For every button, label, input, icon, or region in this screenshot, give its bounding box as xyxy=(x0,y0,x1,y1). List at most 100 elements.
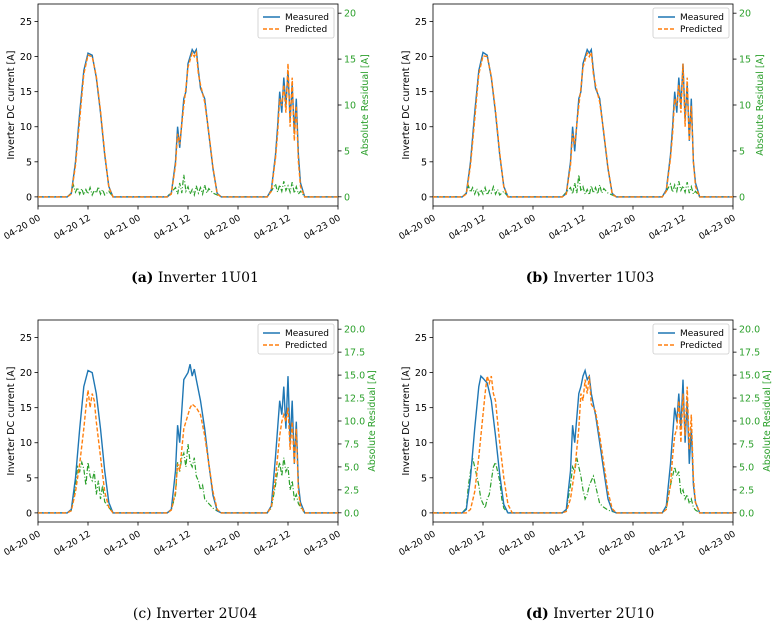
x-tick-label: 04-20 12 xyxy=(53,529,93,558)
plot-area xyxy=(38,47,338,198)
legend-box xyxy=(652,323,730,355)
y2-axis-label: Absolute Residual [A] xyxy=(755,54,766,156)
y2-tick-label: 17.5 xyxy=(739,348,760,359)
y-tick-label: 20 xyxy=(20,52,32,63)
y-tick-label: 20 xyxy=(20,368,32,379)
y2-tick-label: 0 xyxy=(344,192,350,203)
y-axis-label: Inverter DC current [A] xyxy=(6,367,17,476)
y-tick-label: 0 xyxy=(421,192,427,203)
x-tick-label: 04-23 00 xyxy=(698,213,738,242)
y-tick-label: 10 xyxy=(415,122,427,133)
y2-tick-label: 15.0 xyxy=(344,371,365,382)
y2-tick-label: 20 xyxy=(739,9,751,20)
legend-label-measured: Measured xyxy=(680,329,724,339)
y-tick-label: 0 xyxy=(421,508,427,519)
y2-axis-label: Absolute Residual [A] xyxy=(367,370,378,472)
caption-text-c: Inverter 2U04 xyxy=(151,606,258,622)
x-tick-label: 04-21 00 xyxy=(498,529,538,558)
x-tick-label: 04-21 12 xyxy=(153,213,193,242)
y2-tick-label: 12.5 xyxy=(344,394,365,405)
legend-label-predicted: Predicted xyxy=(680,341,722,351)
x-tick-label: 04-21 12 xyxy=(548,529,588,558)
y-axis-label: Inverter DC current [A] xyxy=(401,51,412,160)
y2-tick-label: 15 xyxy=(344,55,356,66)
y-tick-label: 0 xyxy=(26,192,32,203)
y-tick-label: 15 xyxy=(415,403,427,414)
y2-tick-label: 17.5 xyxy=(344,348,365,359)
chart-svg-c: 0 5 10 15 20 25 0.0 2.5 5.0 7.5 10.0 12.5 15.0 17.5 20… xyxy=(3,319,378,558)
x-tick-label: 04-22 00 xyxy=(203,213,243,242)
subplot-c: 0 5 10 15 20 25 0.0 2.5 5.0 7.5 10.0 12.5 15.0 17.5 20… xyxy=(0,316,390,632)
x-tick-label: 04-20 12 xyxy=(53,213,93,242)
legend-label-predicted: Predicted xyxy=(285,341,327,351)
caption-b: (b) Inverter 1U03 xyxy=(395,270,780,286)
chart-svg-b: 0 5 10 15 20 25 0 5 10 15 20 04-20 00 04-20 12 04-21 … xyxy=(398,3,766,242)
x-tick-label: 04-22 00 xyxy=(203,529,243,558)
legend-box xyxy=(257,323,335,355)
y-tick-label: 10 xyxy=(20,438,32,449)
predicted-line xyxy=(38,390,338,514)
caption-letter-d: (d) xyxy=(525,606,549,622)
legend-label-measured: Measured xyxy=(285,13,329,23)
y-tick-label: 15 xyxy=(20,87,32,98)
x-tick-label: 04-20 00 xyxy=(3,529,43,558)
legend: Measured Predicted xyxy=(257,7,335,39)
x-tick-label: 04-22 12 xyxy=(253,213,293,242)
legend-box xyxy=(652,7,730,39)
y2-tick-label: 5.0 xyxy=(739,462,754,473)
y2-tick-label: 2.5 xyxy=(739,485,754,496)
y-tick-label: 20 xyxy=(415,368,427,379)
legend: Measured Predicted xyxy=(652,7,730,39)
y2-tick-label: 0.0 xyxy=(344,508,359,519)
x-tick-label: 04-22 12 xyxy=(648,529,688,558)
x-tick-label: 04-21 12 xyxy=(153,529,193,558)
y-tick-label: 15 xyxy=(415,87,427,98)
x-tick-label: 04-21 00 xyxy=(103,213,143,242)
predicted-line xyxy=(433,49,733,198)
subplot-b: 0 5 10 15 20 25 0 5 10 15 20 04-20 00 04-20 12 04-21 … xyxy=(395,0,780,316)
y-tick-label: 20 xyxy=(415,52,427,63)
y2-tick-label: 10 xyxy=(344,101,356,112)
predicted-line xyxy=(38,49,338,198)
caption-a: (a) Inverter 1U01 xyxy=(0,270,390,286)
caption-letter-b: (b) xyxy=(525,270,549,286)
y-tick-label: 5 xyxy=(26,473,32,484)
y2-tick-label: 2.5 xyxy=(344,485,359,496)
y2-tick-label: 12.5 xyxy=(739,394,760,405)
legend: Measured Predicted xyxy=(652,323,730,355)
plot-area xyxy=(433,368,733,514)
y2-tick-label: 20.0 xyxy=(344,325,365,336)
predicted-line xyxy=(433,375,733,514)
y2-tick-label: 10 xyxy=(739,101,751,112)
y-tick-label: 0 xyxy=(26,508,32,519)
y-tick-label: 25 xyxy=(415,17,427,28)
x-tick-label: 04-23 00 xyxy=(303,213,343,242)
y-tick-label: 15 xyxy=(20,403,32,414)
plot-area xyxy=(433,47,733,198)
y-axis-label: Inverter DC current [A] xyxy=(401,367,412,476)
y2-tick-label: 15.0 xyxy=(739,371,760,382)
y2-tick-label: 20 xyxy=(344,9,356,20)
y2-axis-label: Absolute Residual [A] xyxy=(360,54,371,156)
legend: Measured Predicted xyxy=(257,323,335,355)
y-axis-label: Inverter DC current [A] xyxy=(6,51,17,160)
x-tick-label: 04-20 12 xyxy=(448,529,488,558)
chart-svg-a: 0 5 10 15 20 25 0 5 10 15 20 04-20 00 04-20 12 04-21 … xyxy=(3,3,371,242)
y-tick-label: 25 xyxy=(415,333,427,344)
x-tick-label: 04-22 00 xyxy=(598,529,638,558)
y2-tick-label: 10.0 xyxy=(344,417,365,428)
y2-tick-label: 5 xyxy=(344,146,350,157)
legend-label-measured: Measured xyxy=(680,13,724,23)
y2-tick-label: 15 xyxy=(739,55,751,66)
x-tick-label: 04-21 12 xyxy=(548,213,588,242)
residual-line xyxy=(38,174,338,198)
x-tick-label: 04-20 12 xyxy=(448,213,488,242)
y-tick-label: 10 xyxy=(415,438,427,449)
legend-label-measured: Measured xyxy=(285,329,329,339)
y-tick-label: 5 xyxy=(26,157,32,168)
y-tick-label: 5 xyxy=(421,157,427,168)
caption-text-a: Inverter 1U01 xyxy=(153,270,259,286)
y2-tick-label: 7.5 xyxy=(739,439,754,450)
y2-tick-label: 5.0 xyxy=(344,462,359,473)
y2-tick-label: 0.0 xyxy=(739,508,754,519)
